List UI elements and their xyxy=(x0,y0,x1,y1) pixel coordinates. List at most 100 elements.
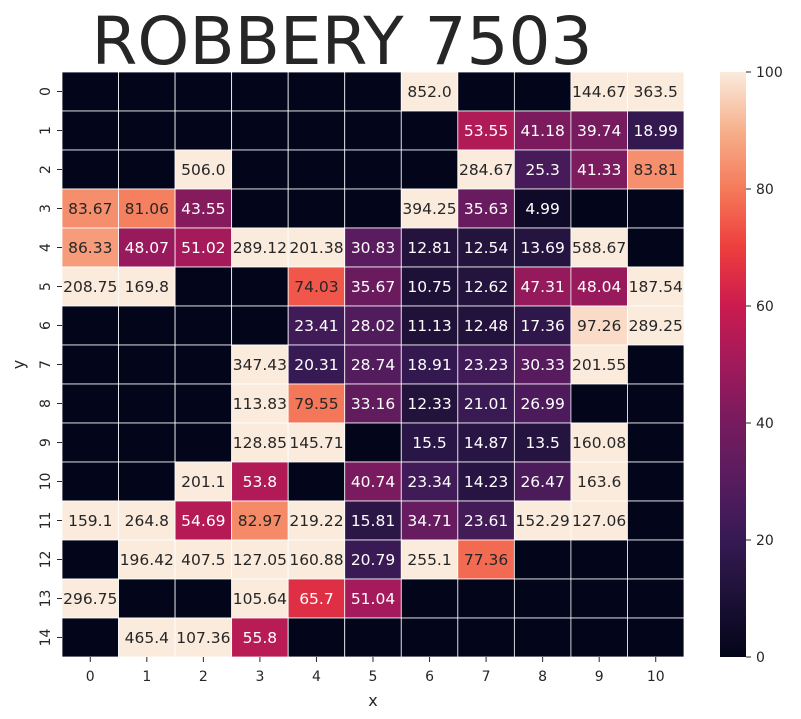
cell-value-label: 25.3 xyxy=(525,161,560,179)
cell-value-label: 852.0 xyxy=(407,83,451,101)
heatmap-cell xyxy=(400,149,459,190)
heatmap-cell xyxy=(344,305,402,346)
cell-value-label: 196.42 xyxy=(120,551,174,569)
cell-value-label: 255.1 xyxy=(407,551,451,569)
heatmap-cell xyxy=(627,383,685,424)
cell-value-label: 4.99 xyxy=(525,200,560,218)
cell-value-label: 21.01 xyxy=(464,395,508,413)
x-tick-label: 3 xyxy=(255,669,264,685)
heatmap-cell xyxy=(61,110,119,151)
x-axis-label: x xyxy=(368,691,377,710)
heatmap-cell xyxy=(400,266,459,307)
heatmap-cell xyxy=(570,188,628,229)
y-tick-label: 14 xyxy=(38,629,54,647)
heatmap-cell xyxy=(457,344,515,385)
cell-value-label: 48.07 xyxy=(125,239,169,257)
cell-value-label: 159.1 xyxy=(68,512,112,530)
cell-value-label: 41.18 xyxy=(520,122,564,140)
cell-value-label: 79.55 xyxy=(294,395,338,413)
heatmap-cell xyxy=(61,461,119,502)
heatmap-cell xyxy=(344,383,402,424)
cell-value-label: 187.54 xyxy=(629,278,683,296)
cell-value-label: 465.4 xyxy=(125,629,169,647)
heatmap-cell xyxy=(231,71,289,112)
cell-value-label: 65.7 xyxy=(299,590,334,608)
x-tick-label: 0 xyxy=(86,669,95,685)
cell-value-label: 11.13 xyxy=(407,317,451,335)
cell-value-label: 264.8 xyxy=(125,512,169,530)
cell-value-label: 53.55 xyxy=(464,122,508,140)
heatmap-cell xyxy=(344,110,402,151)
cell-value-label: 26.99 xyxy=(520,395,564,413)
heatmap-cell xyxy=(174,578,233,619)
heatmap-cell xyxy=(344,461,402,502)
heatmap-cell xyxy=(61,422,119,463)
heatmap-cell xyxy=(174,71,233,112)
heatmap-cell xyxy=(287,617,346,658)
heatmap-cell xyxy=(118,149,176,190)
cell-value-label: 53.8 xyxy=(243,473,278,491)
y-tick-label: 6 xyxy=(38,321,54,330)
heatmap-cell xyxy=(344,422,402,463)
cell-value-label: 47.31 xyxy=(520,278,564,296)
heatmap-cell xyxy=(118,305,176,346)
heatmap-cell xyxy=(287,188,346,229)
heatmap-cell xyxy=(400,578,459,619)
heatmap-cell xyxy=(231,188,289,229)
cell-value-label: 35.63 xyxy=(464,200,508,218)
cell-value-label: 394.25 xyxy=(402,200,456,218)
y-tick-label: 2 xyxy=(38,165,54,174)
cell-value-label: 163.6 xyxy=(577,473,621,491)
heatmap-cell xyxy=(513,149,572,190)
cell-value-label: 219.22 xyxy=(289,512,343,530)
heatmap-cell xyxy=(231,383,289,424)
cell-value-label: 113.83 xyxy=(233,395,287,413)
heatmap-cell xyxy=(457,383,515,424)
y-tick-label: 9 xyxy=(38,438,54,447)
heatmap-cell xyxy=(118,188,176,229)
cell-value-label: 127.06 xyxy=(572,512,626,530)
cell-value-label: 55.8 xyxy=(243,629,278,647)
heatmap-cell xyxy=(513,266,572,307)
y-tick-label: 5 xyxy=(38,282,54,291)
y-tick-label: 0 xyxy=(38,87,54,96)
colorbar-tick-label: 40 xyxy=(756,416,774,432)
heatmap-cell xyxy=(118,227,176,268)
heatmap-cell xyxy=(231,266,289,307)
heatmap-cell xyxy=(287,149,346,190)
cell-value-label: 284.67 xyxy=(459,161,513,179)
cell-value-label: 160.88 xyxy=(289,551,343,569)
heatmap-cell xyxy=(118,539,176,580)
cell-value-label: 81.06 xyxy=(125,200,169,218)
cell-value-label: 13.69 xyxy=(520,239,564,257)
cell-value-label: 97.26 xyxy=(577,317,621,335)
cell-value-label: 33.16 xyxy=(351,395,395,413)
colorbar xyxy=(720,72,746,657)
heatmap-cell xyxy=(570,539,628,580)
cell-value-label: 13.5 xyxy=(525,434,560,452)
cell-value-label: 15.81 xyxy=(351,512,395,530)
cell-value-label: 289.25 xyxy=(629,317,683,335)
heatmap-cell xyxy=(231,227,289,268)
cell-value-label: 144.67 xyxy=(572,83,626,101)
heatmap-cell xyxy=(457,71,515,112)
heatmap-cell xyxy=(231,110,289,151)
heatmap-cell xyxy=(174,344,233,385)
heatmap-cell xyxy=(231,344,289,385)
heatmap-cell xyxy=(513,617,572,658)
heatmap-cell xyxy=(570,110,628,151)
colorbar-tick-label: 80 xyxy=(756,182,774,198)
heatmap-cell xyxy=(457,110,515,151)
heatmap-cell xyxy=(570,305,628,346)
heatmap-cell xyxy=(287,110,346,151)
heatmap-cell xyxy=(287,500,346,541)
heatmap-cell xyxy=(174,383,233,424)
heatmap-cell xyxy=(513,71,572,112)
colorbar-tick-label: 20 xyxy=(756,533,774,549)
heatmap-cell xyxy=(400,305,459,346)
cell-value-label: 54.69 xyxy=(181,512,225,530)
cell-value-label: 35.67 xyxy=(351,278,395,296)
heatmap-cell xyxy=(457,266,515,307)
